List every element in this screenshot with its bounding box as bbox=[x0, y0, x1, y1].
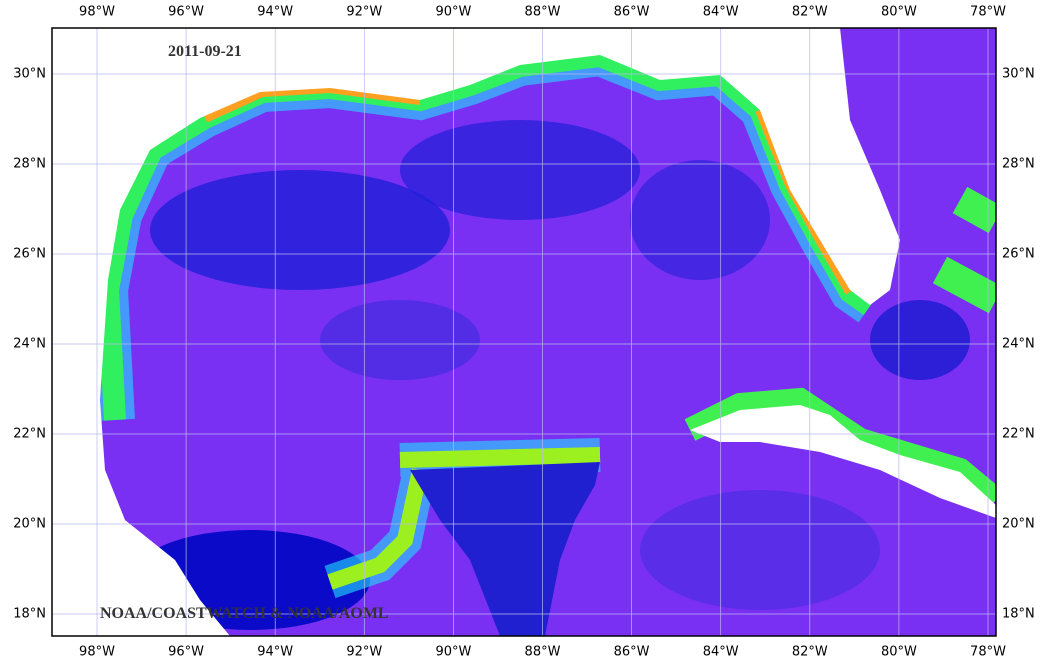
lon-label: 90°W bbox=[435, 645, 471, 660]
land bbox=[690, 405, 996, 518]
lon-label: 78°W bbox=[970, 645, 1006, 660]
land bbox=[52, 280, 230, 636]
patch bbox=[150, 170, 450, 290]
lat-label: 22°N bbox=[13, 427, 46, 442]
lon-label: 86°W bbox=[614, 5, 650, 20]
date-label: 2011-09-21 bbox=[168, 43, 242, 60]
lon-label: 96°W bbox=[168, 645, 204, 660]
lat-label: 30°N bbox=[13, 67, 46, 82]
lon-label: 92°W bbox=[346, 645, 382, 660]
lat-label: 24°N bbox=[13, 337, 46, 352]
lat-label: 20°N bbox=[1002, 517, 1035, 532]
patch bbox=[320, 300, 480, 380]
lon-label: 86°W bbox=[614, 645, 650, 660]
lat-label: 24°N bbox=[1002, 337, 1035, 352]
lon-label: 82°W bbox=[792, 645, 828, 660]
lon-label: 82°W bbox=[792, 5, 828, 20]
patch bbox=[640, 490, 880, 610]
lon-label: 96°W bbox=[168, 5, 204, 20]
map-image bbox=[52, 28, 996, 636]
lon-label: 92°W bbox=[346, 5, 382, 20]
lon-label: 94°W bbox=[257, 5, 293, 20]
lon-label: 88°W bbox=[525, 5, 561, 20]
map-frame bbox=[51, 27, 997, 637]
lat-label: 30°N bbox=[1002, 67, 1035, 82]
lat-label: 26°N bbox=[1002, 247, 1035, 262]
lon-label: 98°W bbox=[79, 5, 115, 20]
lat-label: 18°N bbox=[13, 607, 46, 622]
lon-label: 80°W bbox=[881, 5, 917, 20]
lon-label: 94°W bbox=[257, 645, 293, 660]
land bbox=[52, 28, 900, 305]
lon-label: 78°W bbox=[970, 5, 1006, 20]
coast-band bbox=[932, 186, 996, 314]
lat-label: 28°N bbox=[1002, 157, 1035, 172]
patch bbox=[870, 300, 970, 380]
lon-label: 88°W bbox=[525, 645, 561, 660]
lon-label: 84°W bbox=[703, 645, 739, 660]
land bbox=[410, 462, 600, 636]
lon-label: 90°W bbox=[435, 5, 471, 20]
lon-label: 98°W bbox=[79, 645, 115, 660]
coast-band bbox=[327, 447, 601, 590]
patch bbox=[400, 120, 640, 220]
credit-label: NOAA/COASTWATCH & NOAA/AOML bbox=[100, 605, 389, 622]
patch bbox=[630, 160, 770, 280]
lat-label: 18°N bbox=[1002, 607, 1035, 622]
lon-label: 80°W bbox=[881, 645, 917, 660]
lat-label: 20°N bbox=[13, 517, 46, 532]
lon-label: 84°W bbox=[703, 5, 739, 20]
lat-label: 22°N bbox=[1002, 427, 1035, 442]
lat-label: 28°N bbox=[13, 157, 46, 172]
lat-label: 26°N bbox=[13, 247, 46, 262]
